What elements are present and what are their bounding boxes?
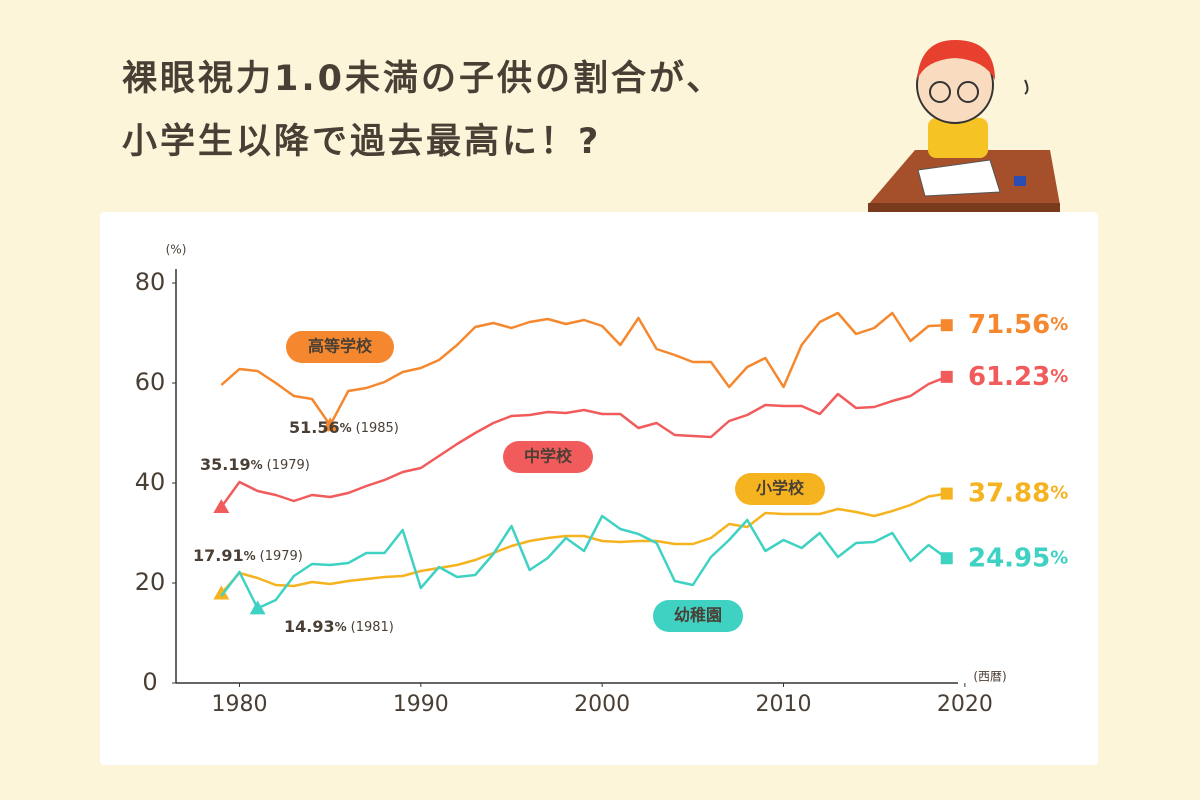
annotation-unit: % xyxy=(335,620,347,634)
annotation-marker xyxy=(322,417,339,432)
end-marker xyxy=(940,552,953,565)
x-tick-label: 1990 xyxy=(393,692,449,717)
annotation-note: (1981) xyxy=(351,620,394,635)
end-label: 71.56% xyxy=(968,310,1068,340)
end-label-value: 24.95 xyxy=(968,543,1050,573)
legend-pill xyxy=(286,331,394,363)
end-marker xyxy=(940,370,953,383)
y-tick-label: 80 xyxy=(135,268,166,296)
title-line: 小学生以降で過去最高に！? xyxy=(122,121,601,162)
end-label: 61.23% xyxy=(968,361,1068,391)
end-marker xyxy=(940,487,953,500)
y-tick-label: 60 xyxy=(135,368,166,396)
y-tick-label: 40 xyxy=(135,468,166,496)
end-label-value: 37.88 xyxy=(968,478,1050,508)
annotation: 17.91% (1979) xyxy=(193,546,303,565)
end-label-unit: % xyxy=(1050,483,1068,504)
legend-pill xyxy=(735,473,825,505)
x-tick-label: 2020 xyxy=(937,692,993,717)
series-line xyxy=(220,311,947,427)
annotation-marker xyxy=(213,585,230,600)
legend-label: 幼稚園 xyxy=(674,606,722,625)
title-line: 裸眼視力1.0未満の子供の割合が、 xyxy=(122,59,724,99)
annotation: 35.19% (1979) xyxy=(200,455,310,474)
annotation-unit: % xyxy=(244,549,256,563)
y-tick-label: 20 xyxy=(135,568,166,596)
end-label-unit: % xyxy=(1050,547,1068,568)
annotation-unit: % xyxy=(251,458,263,472)
legend-pill xyxy=(503,441,593,473)
annotation-value: 17.91 xyxy=(193,546,244,565)
x-tick-label: 1980 xyxy=(211,692,267,717)
illustration xyxy=(868,40,1060,213)
annotation-unit: % xyxy=(340,421,352,435)
end-marker xyxy=(940,319,953,332)
legend-label: 小学校 xyxy=(756,479,805,498)
legend-pill xyxy=(653,600,743,632)
annotation-note: (1985) xyxy=(356,421,399,436)
x-axis-label: (西暦) xyxy=(973,670,1006,684)
end-label: 24.95% xyxy=(968,543,1068,573)
y-axis-label: (%) xyxy=(166,243,187,257)
series-line xyxy=(220,514,948,610)
x-tick-label: 2010 xyxy=(756,692,812,717)
annotation-value: 51.56 xyxy=(289,418,340,437)
annotation-note: (1979) xyxy=(267,458,310,473)
annotation-marker xyxy=(249,600,266,615)
annotation-value: 35.19 xyxy=(200,455,251,474)
annotation: 51.56% (1985) xyxy=(289,418,399,437)
annotation-note: (1979) xyxy=(260,549,303,564)
annotation: 14.93% (1981) xyxy=(284,617,394,636)
series-line xyxy=(220,375,948,508)
end-label: 37.88% xyxy=(968,478,1068,508)
x-tick-label: 2000 xyxy=(574,692,630,717)
end-label-value: 71.56 xyxy=(968,310,1050,340)
annotation-value: 14.93 xyxy=(284,617,335,636)
legend-label: 中学校 xyxy=(524,447,573,466)
end-label-value: 61.23 xyxy=(968,361,1050,391)
series-line xyxy=(220,492,947,595)
y-tick-label: 0 xyxy=(142,668,157,696)
end-label-unit: % xyxy=(1050,314,1068,335)
legend-label: 高等学校 xyxy=(308,337,373,356)
annotation-marker xyxy=(213,499,230,514)
end-label-unit: % xyxy=(1050,366,1068,387)
